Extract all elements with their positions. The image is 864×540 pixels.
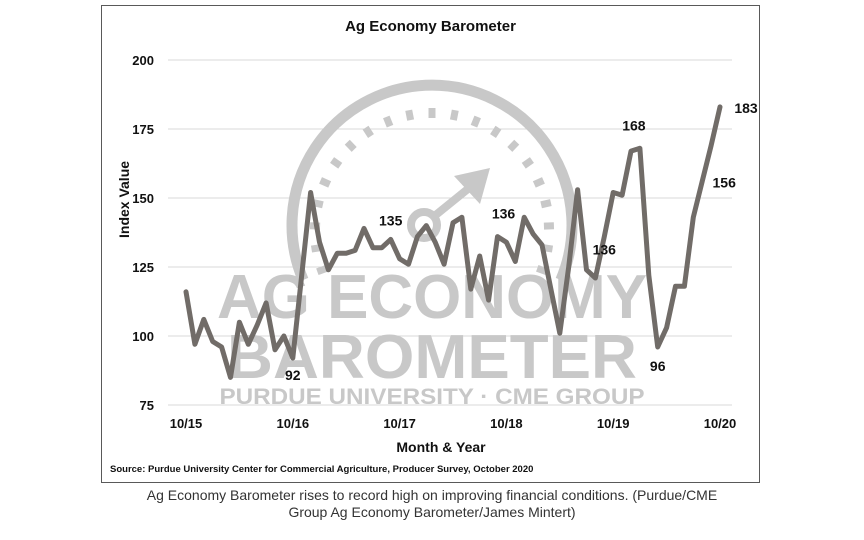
series-line — [183, 104, 723, 380]
y-tick-label: 175 — [132, 122, 154, 137]
x-tick-label: 10/19 — [597, 416, 630, 431]
barometer-series-line — [183, 104, 723, 380]
gauge-hub — [407, 208, 441, 242]
y-tick-label: 100 — [132, 329, 154, 344]
data-label: 136 — [593, 242, 617, 258]
gauge-arrow-icon — [454, 168, 490, 204]
gauge-tick — [521, 157, 534, 169]
caption-line-1: Ag Economy Barometer rises to record hig… — [146, 487, 718, 503]
gauge-arc — [286, 79, 578, 283]
gauge-tick — [540, 199, 552, 209]
y-axis-ticks: 75 100 125 150 175 200 — [132, 53, 154, 413]
x-axis-label: Month & Year — [396, 439, 486, 455]
chart-title: Ag Economy Barometer — [345, 18, 516, 35]
watermark-line-1: AG ECONOMY — [217, 263, 647, 332]
watermark-line-3: PURDUE UNIVERSITY · CME GROUP — [220, 384, 645, 409]
gridlines — [168, 59, 732, 406]
data-label: 92 — [285, 367, 301, 383]
y-tick-label: 150 — [132, 191, 154, 206]
data-label: 183 — [734, 100, 758, 116]
gauge-tick — [470, 115, 481, 128]
caption-line-2: Group Ag Economy Barometer/James Mintert… — [288, 504, 576, 520]
gauge-tick — [490, 125, 502, 138]
x-tick-label: 10/15 — [170, 416, 203, 431]
figure-caption: Ag Economy Barometer rises to record hig… — [0, 487, 864, 521]
x-tick-label: 10/20 — [704, 416, 737, 431]
data-label: 168 — [622, 117, 646, 133]
gauge-tick — [319, 177, 332, 188]
gauge-tick — [507, 139, 520, 152]
y-tick-label: 200 — [132, 53, 154, 68]
data-label: 96 — [650, 358, 666, 374]
x-axis-ticks: 10/15 10/16 10/17 10/18 10/19 10/20 — [170, 416, 737, 431]
gauge-tick — [383, 115, 394, 128]
y-tick-label: 75 — [140, 398, 154, 413]
data-label: 136 — [492, 206, 516, 222]
gauge-tick — [405, 109, 415, 121]
y-tick-label: 125 — [132, 260, 154, 275]
data-labels: 92 135 136 136 168 96 156 183 — [285, 100, 758, 383]
gauge-tick — [330, 157, 343, 169]
x-tick-label: 10/16 — [277, 416, 310, 431]
gauge-tick — [344, 139, 357, 152]
source-note: Source: Purdue University Center for Com… — [110, 464, 534, 475]
gauge-tick — [362, 125, 374, 138]
gauge-tick — [449, 109, 459, 121]
gauge-tick — [532, 177, 545, 188]
x-tick-label: 10/17 — [383, 416, 416, 431]
x-tick-label: 10/18 — [490, 416, 523, 431]
data-label: 156 — [713, 174, 737, 190]
data-label: 135 — [379, 212, 403, 228]
gauge-tick — [316, 265, 328, 276]
